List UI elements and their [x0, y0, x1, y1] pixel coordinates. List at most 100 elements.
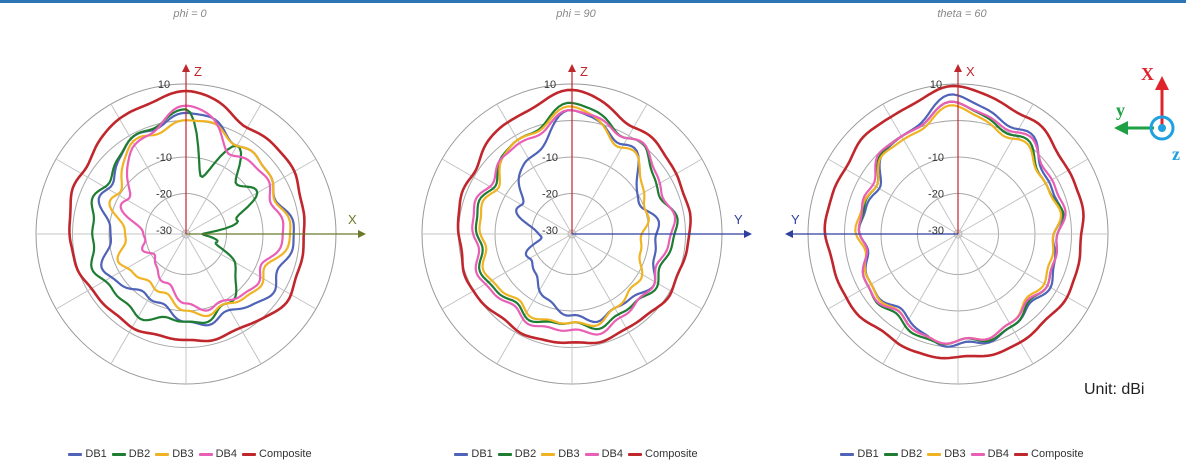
grid-spoke: [882, 103, 959, 235]
legend-swatch: [840, 452, 855, 456]
grid-spoke: [571, 103, 648, 235]
coordinate-axes-icon: X y z: [1114, 64, 1180, 164]
legend-item-db2: DB2: [111, 448, 150, 460]
x-axis-arrowhead: [1155, 76, 1169, 90]
top-accent-line: [0, 0, 1186, 3]
vertical-axis-label: Z: [194, 64, 202, 79]
legend-label: Composite: [645, 448, 698, 460]
grid-spoke: [55, 233, 187, 310]
radial-tick-label: -20: [156, 189, 172, 201]
polar-chart-phi-0: phi = 0 Z X 10 -10 -20 -30 DB1 DB2 DB3 DB4 Compos…: [0, 0, 380, 463]
grid-spoke: [441, 233, 573, 310]
series-line-db4: [857, 100, 1067, 345]
legend-swatch: [155, 452, 170, 456]
legend-label: Composite: [1031, 448, 1084, 460]
radial-tick-label: -10: [156, 152, 172, 164]
radial-tick-label: -10: [542, 152, 558, 164]
grid-spoke: [571, 233, 648, 365]
horizontal-axis-arrowhead: [358, 230, 366, 238]
legend-item-db1: DB1: [454, 448, 493, 460]
legend: DB1 DB2 DB3 DB4 Composite: [386, 446, 766, 462]
radial-tick-label: -30: [542, 225, 558, 237]
legend-label: DB2: [900, 448, 923, 460]
legend-swatch: [68, 452, 83, 456]
grid-spoke: [571, 233, 703, 310]
legend-swatch: [497, 452, 512, 456]
horizontal-axis-arrowhead: [785, 230, 793, 238]
legend-label: DB2: [514, 448, 537, 460]
polar-chart-phi-90: phi = 90 Z Y 10 -10 -20 -30 DB1 DB2 DB3 DB4 Compo…: [386, 0, 766, 463]
unit-label: Unit: dBi: [1084, 381, 1145, 398]
legend-item-db1: DB1: [68, 448, 107, 460]
legend-swatch: [111, 452, 126, 456]
legend-label: Composite: [259, 448, 312, 460]
chart-title: phi = 90: [556, 8, 596, 20]
horizontal-axis-arrowhead: [744, 230, 752, 238]
vertical-axis-arrowhead: [568, 64, 576, 72]
legend-label: DB1: [85, 448, 107, 460]
grid-spoke: [957, 233, 1089, 310]
legend-item-composite: Composite: [628, 448, 698, 460]
radial-tick-label: -10: [928, 152, 944, 164]
radial-tick-label: 10: [930, 79, 942, 91]
legend-swatch: [454, 452, 469, 456]
grid-spoke: [957, 233, 1034, 365]
legend-item-db1: DB1: [840, 448, 879, 460]
radial-tick-label: 10: [158, 79, 170, 91]
radial-tick-label: 10: [544, 79, 556, 91]
legend-label: DB4: [601, 448, 624, 460]
legend-label: DB4: [215, 448, 238, 460]
polar-chart-theta-60: theta = 60 X Y 10 -10 -20 -30 DB1 DB2 DB3 DB4 Com…: [772, 0, 1152, 463]
series-line-db2: [90, 108, 259, 324]
legend-swatch: [242, 452, 257, 456]
legend-swatch: [541, 452, 556, 456]
polar-plot: Z X 10 -10 -20 -30: [35, 64, 366, 385]
series-line-db1: [857, 93, 1063, 348]
radial-tick-label: -20: [928, 189, 944, 201]
legend-label: DB1: [471, 448, 493, 460]
radial-tick-label: -30: [156, 225, 172, 237]
legend-item-db2: DB2: [883, 448, 923, 460]
legend-item-db3: DB3: [155, 448, 194, 460]
grid-spoke: [496, 103, 573, 235]
series-line-db4: [119, 104, 285, 312]
legend-swatch: [584, 452, 599, 456]
grid-spoke: [185, 233, 262, 365]
legend-label: DB1: [857, 448, 879, 460]
radial-tick-label: -30: [928, 225, 944, 237]
legend-item-composite: Composite: [242, 448, 312, 460]
horizontal-axis-label: Y: [734, 212, 743, 227]
series-line-db4: [471, 109, 677, 336]
legend-label: DB3: [944, 448, 966, 460]
vertical-axis-label: X: [966, 64, 975, 79]
legend-item-composite: Composite: [1014, 448, 1084, 460]
series-line-db1: [515, 109, 661, 324]
legend-item-db3: DB3: [927, 448, 966, 460]
vertical-axis-arrowhead: [182, 64, 190, 72]
grid-spoke: [55, 158, 187, 235]
legend-swatch: [883, 452, 898, 456]
series-line-composite: [68, 89, 306, 343]
legend-label: DB3: [172, 448, 194, 460]
polar-plot: Z Y 10 -10 -20 -30: [421, 64, 752, 385]
y-axis-arrowhead: [1114, 121, 1128, 135]
legend-item-db2: DB2: [497, 448, 537, 460]
grid-spoke: [957, 158, 1089, 235]
grid-spoke: [185, 158, 317, 235]
vertical-axis-label: Z: [580, 64, 588, 79]
vertical-axis-arrowhead: [954, 64, 962, 72]
legend-swatch: [198, 452, 213, 456]
grid-spoke: [827, 158, 959, 235]
legend-item-db3: DB3: [541, 448, 580, 460]
legend-item-db4: DB4: [584, 448, 624, 460]
chart-title: theta = 60: [937, 8, 987, 20]
grid-spoke: [185, 103, 262, 235]
grid-spoke: [827, 233, 959, 310]
legend: DB1 DB2 DB3 DB4 Composite: [0, 446, 380, 462]
legend-label: DB4: [987, 448, 1010, 460]
grid-spoke: [441, 158, 573, 235]
series-line-composite: [823, 84, 1085, 360]
z-axis-label: z: [1172, 144, 1180, 164]
series-line-composite: [456, 88, 692, 345]
grid-spoke: [185, 233, 317, 310]
